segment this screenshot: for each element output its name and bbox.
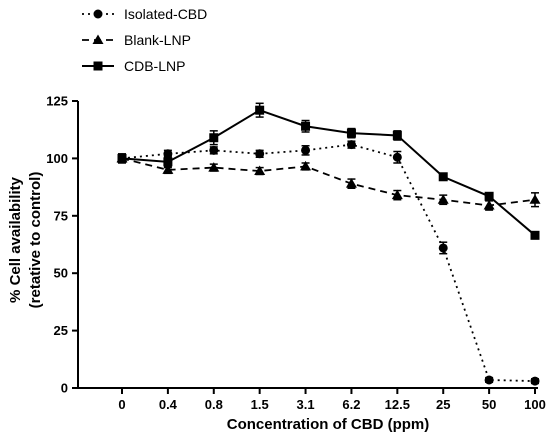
- data-point: [529, 194, 541, 204]
- data-point: [483, 199, 495, 210]
- data-point: [209, 133, 219, 143]
- data-point: [163, 157, 173, 167]
- data-point: [254, 165, 266, 176]
- x-tick-label: 0.4: [159, 397, 178, 412]
- y-tick-label: 100: [46, 151, 68, 166]
- y-tick-label: 0: [61, 381, 68, 396]
- series-isolated-cbd: [117, 140, 540, 386]
- data-point: [209, 145, 219, 155]
- series-line: [121, 109, 536, 237]
- legend-item-blank-lnp: Blank-LNP: [82, 32, 191, 48]
- x-tick-label: 1.5: [251, 397, 269, 412]
- legend-item-cdb-lnp: CDB-LNP: [82, 58, 185, 74]
- data-point: [255, 105, 265, 115]
- data-point: [484, 375, 494, 385]
- legend-label: Blank-LNP: [124, 32, 191, 48]
- data-point: [484, 191, 494, 201]
- series-line: [121, 157, 536, 207]
- y-tick-label: 25: [54, 323, 68, 338]
- x-tick-label: 3.1: [297, 397, 315, 412]
- legend-marker: [93, 9, 103, 19]
- data-point: [301, 121, 311, 131]
- data-point: [392, 130, 402, 140]
- y-tick-label: 75: [54, 208, 68, 223]
- y-tick-label: 50: [54, 266, 68, 281]
- data-point: [438, 243, 448, 253]
- data-point: [345, 178, 357, 188]
- y-tick-label: 125: [46, 94, 68, 109]
- x-tick-label: 50: [482, 397, 496, 412]
- data-point: [300, 160, 312, 171]
- data-point: [117, 153, 127, 163]
- x-tick-label: 12.5: [385, 397, 410, 412]
- data-point: [391, 189, 403, 200]
- legend-marker: [92, 34, 104, 44]
- data-point: [208, 162, 220, 172]
- data-point: [346, 140, 356, 150]
- legend-item-isolated-cbd: Isolated-CBD: [82, 6, 207, 22]
- plot-area: [116, 102, 541, 386]
- data-point: [530, 230, 540, 240]
- data-point: [530, 376, 540, 386]
- data-point: [437, 194, 449, 204]
- x-tick-label: 0: [118, 397, 125, 412]
- legend-label: Isolated-CBD: [124, 6, 207, 22]
- y-axis: 0 25 50 75 100 125: [46, 94, 79, 396]
- legend: Isolated-CBD Blank-LNP CDB-LNP: [82, 6, 207, 74]
- x-tick-label: 100: [524, 397, 546, 412]
- x-tick-label: 0.8: [205, 397, 223, 412]
- data-point: [392, 152, 402, 162]
- x-tick-label: 6.2: [342, 397, 360, 412]
- series-line: [121, 143, 536, 383]
- legend-marker: [93, 61, 103, 71]
- series-blank-lnp: [116, 152, 541, 211]
- data-point: [162, 164, 174, 174]
- legend-label: CDB-LNP: [124, 58, 185, 74]
- x-tick-label: 25: [436, 397, 450, 412]
- x-axis-title: Concentration of CBD (ppm): [227, 416, 429, 433]
- series-cdb-lnp: [117, 102, 540, 240]
- data-point: [301, 145, 311, 155]
- y-axis-subtitle: (retative to control): [27, 172, 44, 309]
- data-point: [255, 149, 265, 159]
- data-point: [346, 128, 356, 138]
- x-axis: 0 0.4 0.8 1.5 3.1 6.2 12.5 25 50 100: [78, 387, 546, 412]
- y-axis-title: % Cell availability: [7, 176, 24, 303]
- data-point: [438, 172, 448, 182]
